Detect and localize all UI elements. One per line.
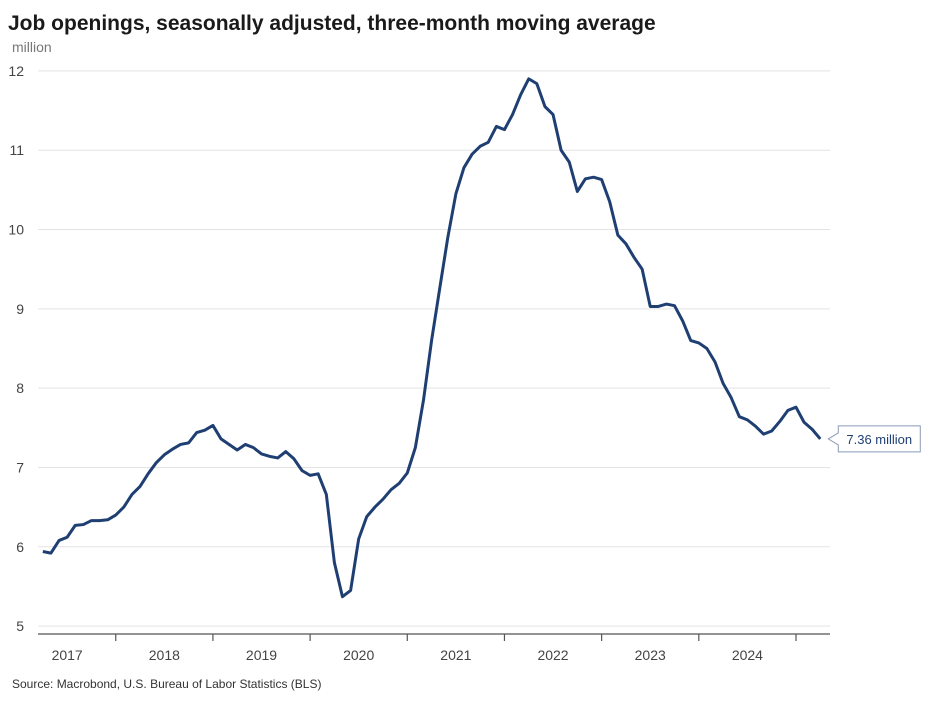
annotation-text: 7.36 million [846, 432, 912, 447]
x-tick-label: 2019 [246, 647, 277, 663]
y-tick-label: 9 [16, 301, 24, 317]
x-tick-label: 2024 [732, 647, 763, 663]
x-tick-label: 2021 [440, 647, 471, 663]
y-tick-label: 11 [9, 142, 24, 158]
y-tick-label: 10 [8, 222, 24, 238]
chart-title: Job openings, seasonally adjusted, three… [8, 12, 656, 35]
x-tick-label: 2023 [635, 647, 666, 663]
source-note: Source: Macrobond, U.S. Bureau of Labor … [12, 677, 321, 691]
y-axis-label: million [12, 39, 52, 55]
x-tick-label: 2018 [149, 647, 180, 663]
y-tick-label: 8 [16, 380, 24, 396]
x-tick-label: 2022 [537, 647, 568, 663]
x-tick-label: 2017 [52, 647, 83, 663]
y-tick-label: 12 [8, 63, 24, 79]
data-line [42, 77, 822, 599]
y-tick-label: 6 [16, 539, 24, 555]
y-tick-label: 5 [16, 618, 24, 634]
annotation-box [827, 425, 921, 453]
y-tick-label: 7 [16, 459, 24, 475]
x-tick-label: 2020 [343, 647, 374, 663]
